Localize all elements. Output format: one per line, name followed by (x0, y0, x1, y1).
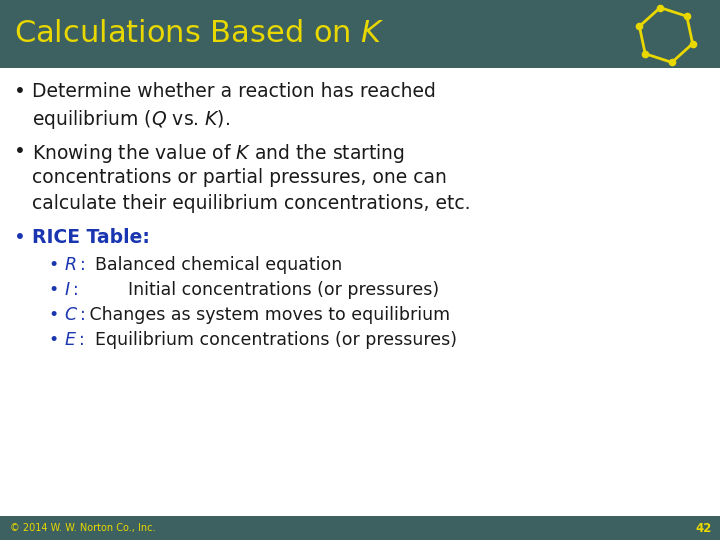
Text: •: • (48, 331, 58, 349)
Text: Knowing the value of $\it{K}$ and the starting: Knowing the value of $\it{K}$ and the st… (32, 142, 405, 165)
Text: $\bf{\it{C:}}$: $\bf{\it{C:}}$ (64, 306, 85, 324)
Text: RICE Table:: RICE Table: (32, 228, 150, 247)
Text: •: • (14, 228, 26, 247)
Text: © 2014 W. W. Norton Co., Inc.: © 2014 W. W. Norton Co., Inc. (10, 523, 156, 533)
Text: •: • (48, 281, 58, 299)
Text: concentrations or partial pressures, one can: concentrations or partial pressures, one… (32, 168, 447, 187)
Text: •: • (14, 82, 26, 101)
FancyBboxPatch shape (0, 516, 720, 540)
Text: •: • (14, 142, 26, 161)
Text: Balanced chemical equation: Balanced chemical equation (84, 256, 342, 274)
Text: •: • (48, 306, 58, 324)
Text: Initial concentrations (or pressures): Initial concentrations (or pressures) (84, 281, 439, 299)
Text: Calculations Based on $\it{K}$: Calculations Based on $\it{K}$ (14, 19, 384, 49)
Text: equilibrium ($\it{Q}$ vs. $\it{K}$).: equilibrium ($\it{Q}$ vs. $\it{K}$). (32, 108, 230, 131)
Text: Determine whether a reaction has reached: Determine whether a reaction has reached (32, 82, 436, 101)
Text: $\bf{\it{R:}}$: $\bf{\it{R:}}$ (64, 256, 85, 274)
Text: $\bf{\it{I:}}$: $\bf{\it{I:}}$ (64, 281, 78, 299)
Text: Changes as system moves to equilibrium: Changes as system moves to equilibrium (84, 306, 450, 324)
Text: Equilibrium concentrations (or pressures): Equilibrium concentrations (or pressures… (84, 331, 457, 349)
Text: •: • (48, 256, 58, 274)
Text: calculate their equilibrium concentrations, etc.: calculate their equilibrium concentratio… (32, 194, 470, 213)
FancyBboxPatch shape (0, 0, 720, 68)
Text: $\bf{\it{E:}}$: $\bf{\it{E:}}$ (64, 331, 84, 349)
Text: 42: 42 (696, 522, 712, 535)
FancyBboxPatch shape (0, 68, 720, 516)
